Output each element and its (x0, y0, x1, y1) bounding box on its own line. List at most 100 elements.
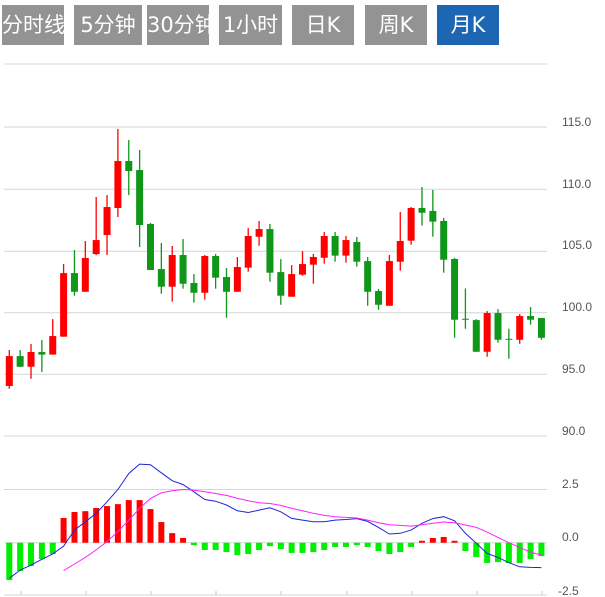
candle-body (440, 221, 448, 260)
macd-bar (451, 540, 458, 543)
macd-bar (473, 542, 480, 557)
candle-body (505, 338, 513, 340)
candle (320, 232, 328, 264)
macd-bar (256, 542, 263, 550)
candle (125, 139, 133, 196)
candle-body (364, 261, 372, 292)
candle-body (201, 256, 209, 293)
macd-bar (60, 517, 67, 543)
macd-bar (353, 542, 360, 546)
candle-body (223, 277, 230, 292)
candle (451, 257, 459, 338)
macd-bar (28, 542, 35, 566)
macd-bar (38, 542, 45, 560)
macd-bar (49, 542, 56, 554)
macd-bar (125, 500, 132, 543)
candle (461, 288, 469, 329)
macd-bar (71, 512, 78, 543)
candle (364, 257, 372, 306)
macd-bar (364, 542, 371, 547)
candle-body (114, 161, 122, 209)
candle (233, 257, 241, 292)
tab-weekly-k[interactable]: 周K (365, 5, 427, 45)
tab-monthly-k[interactable]: 月K (437, 5, 499, 45)
macd-bar (277, 542, 284, 550)
candle (27, 344, 35, 379)
macd-bar (462, 542, 469, 552)
candle (60, 264, 68, 337)
macd-bar (516, 542, 523, 563)
macd-bar (386, 542, 393, 554)
candle (136, 150, 144, 247)
candle (38, 340, 46, 372)
tab-1hour[interactable]: 1小时 (219, 5, 282, 45)
macd-bar (234, 542, 241, 556)
tab-30min[interactable]: 30分钟 (147, 5, 216, 45)
candle-body (60, 273, 68, 337)
candle-body (244, 235, 252, 268)
macd-bar (321, 542, 328, 550)
candle-body (136, 170, 144, 225)
candle (483, 311, 491, 357)
candle-body (331, 235, 339, 256)
candle-body (472, 320, 480, 352)
candle-body (103, 207, 111, 235)
candles (5, 128, 545, 389)
candle (440, 218, 448, 273)
candle (179, 239, 187, 289)
tab-intraday[interactable]: 分时线 (2, 5, 65, 45)
candle (168, 245, 176, 302)
candle (375, 289, 383, 310)
macd-bar (342, 542, 349, 547)
macd-bar (245, 542, 252, 554)
candle-body (537, 317, 545, 338)
macd-bar (82, 511, 89, 543)
candle (309, 254, 317, 284)
candle-body (125, 161, 133, 172)
candle-body (375, 291, 383, 305)
candle-body (190, 282, 198, 293)
candle (114, 128, 122, 218)
macd-bar (223, 542, 230, 553)
candle-body (255, 229, 263, 237)
candle-body (342, 240, 350, 256)
macd-bar (266, 542, 273, 547)
candle-body (527, 316, 535, 320)
candle (353, 236, 361, 267)
macd-bar (104, 506, 111, 543)
candle-body (461, 318, 469, 320)
candle-body (516, 316, 524, 340)
tab-daily-k[interactable]: 日K (292, 5, 354, 45)
candle (157, 243, 165, 294)
macd-bar (299, 542, 306, 553)
candle-body (418, 208, 426, 213)
tab-5min[interactable]: 5分钟 (74, 5, 142, 45)
candle (288, 265, 296, 297)
macd-bar (505, 542, 512, 563)
macd-bar (147, 509, 154, 543)
candle-body (81, 257, 89, 292)
candle (146, 222, 154, 270)
macd-bar (158, 522, 165, 543)
macd-bar (17, 542, 24, 572)
macd-bar (440, 536, 447, 543)
candle (537, 317, 545, 340)
candle (342, 235, 350, 263)
candle-body (49, 336, 57, 355)
macd-bar (6, 542, 13, 580)
candle-body (353, 242, 361, 262)
candle (407, 207, 415, 245)
macd-bar (169, 533, 176, 543)
candle (255, 221, 263, 246)
macd-tick: 2.5 (562, 477, 579, 491)
candle-body (494, 313, 502, 340)
candle (103, 195, 111, 256)
macd-bar (408, 542, 415, 547)
price-tick: 90.0 (562, 424, 586, 438)
candle (212, 254, 220, 289)
candle (5, 350, 13, 389)
price-tick: 105.0 (562, 238, 592, 252)
candle-body (299, 264, 307, 275)
candle-body (320, 235, 328, 258)
